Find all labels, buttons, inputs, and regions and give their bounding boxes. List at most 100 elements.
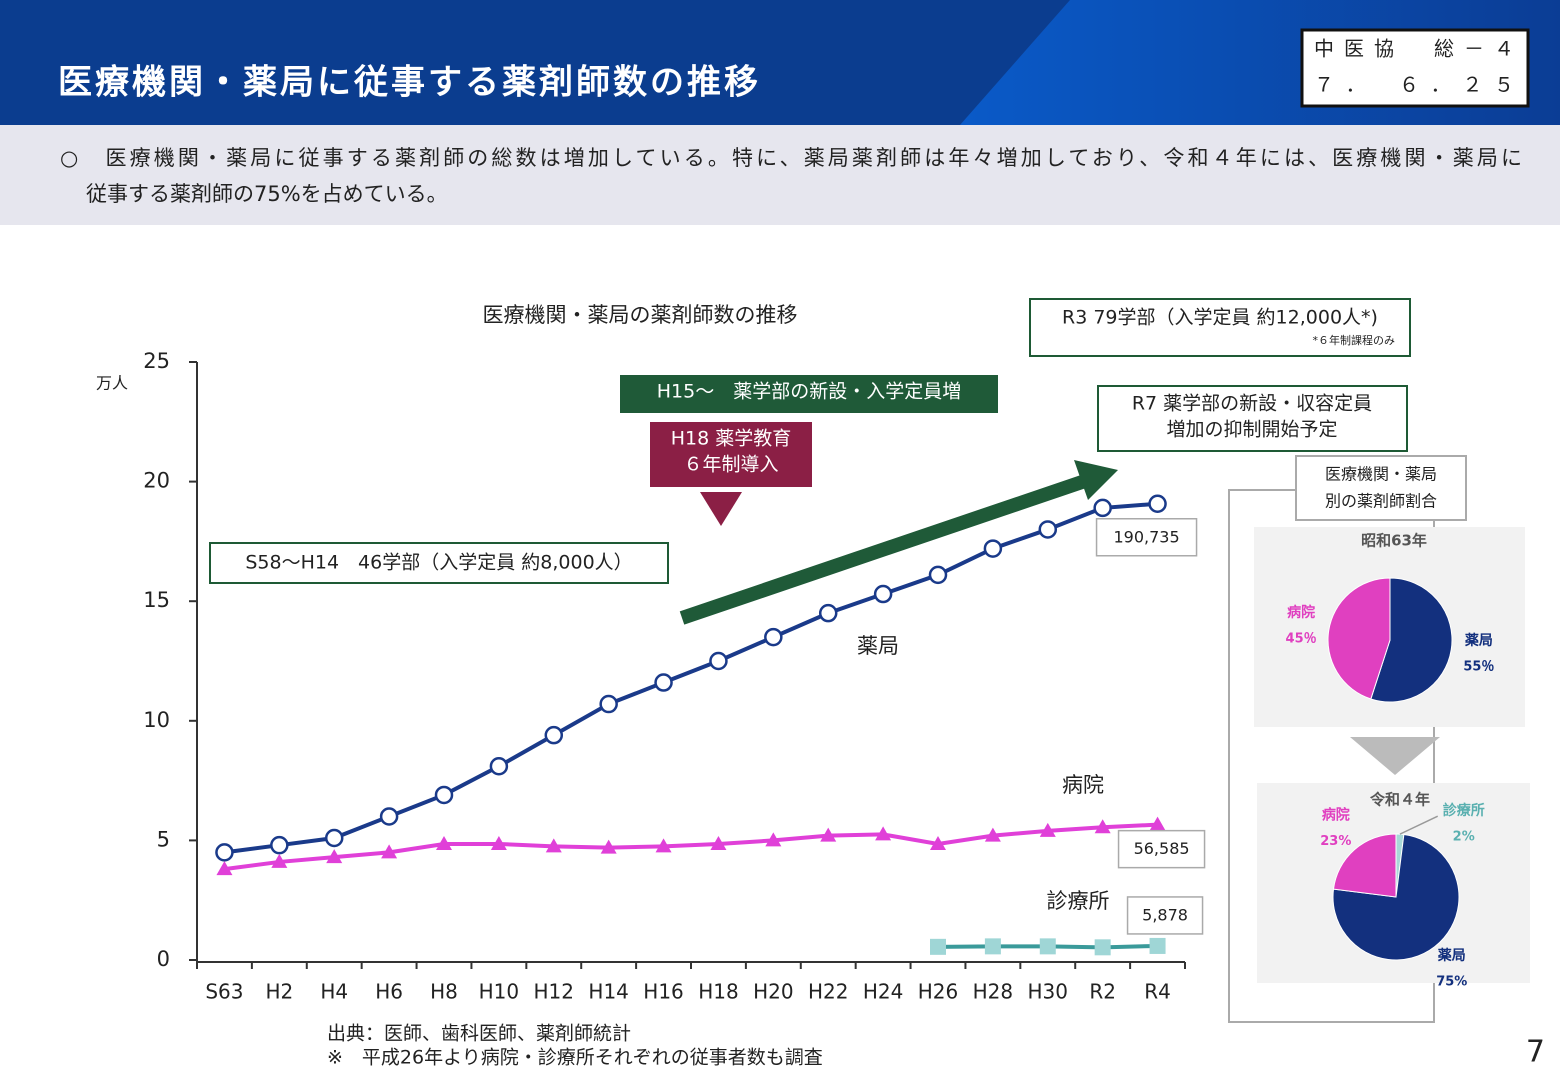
value-label: 5,878 <box>1142 905 1188 924</box>
pie-title: 昭和63年 <box>1361 532 1427 550</box>
marker <box>1039 822 1056 837</box>
down-arrow <box>1350 737 1440 775</box>
marker <box>489 756 509 776</box>
pie-panel-title-box <box>1295 455 1467 521</box>
y-tick-label: 0 <box>157 947 170 971</box>
marker <box>984 938 1001 955</box>
marker <box>764 627 783 647</box>
source: 出典：医師、歯科医師、薬剤師統計 <box>327 1023 631 1045</box>
x-tick-label: H4 <box>320 980 348 1004</box>
annotation: 増加の抑制開始予定 <box>1166 419 1337 441</box>
annotation-note: *６年制課程のみ <box>1313 333 1396 347</box>
x-tick-label: H26 <box>918 980 959 1004</box>
y-tick-label: 20 <box>143 469 170 493</box>
pie-title: 令和４年 <box>1370 791 1430 809</box>
marker <box>983 539 1003 558</box>
marker <box>490 835 507 850</box>
x-tick-label: R2 <box>1089 980 1116 1004</box>
note: ※ 平成26年より病院・診療所それぞれの従事者数も調査 <box>327 1047 823 1069</box>
value-label-box <box>1117 829 1206 869</box>
annotation: S58～H14 46学部（入学定員 約8,000人） <box>245 552 632 574</box>
value-label: 190,735 <box>1113 527 1179 546</box>
marker <box>928 565 948 585</box>
summary-band <box>0 125 1560 225</box>
pie-label: 病院 <box>1287 604 1315 621</box>
pie-value-label: 23% <box>1320 834 1351 849</box>
value-label-box <box>1095 518 1198 557</box>
x-tick-label: H12 <box>534 980 575 1004</box>
summary-text: 従事する薬剤師の75%を占めている。 <box>86 182 448 206</box>
marker <box>654 673 673 692</box>
pie-value-label: 45％ <box>1286 631 1317 646</box>
marker <box>1093 498 1112 518</box>
marker <box>765 832 782 847</box>
series-label: 病院 <box>1062 773 1104 797</box>
x-tick-label: H18 <box>698 980 739 1004</box>
marker <box>216 861 233 876</box>
value-label: 56,585 <box>1134 839 1190 858</box>
y-tick-label: 5 <box>157 827 170 851</box>
marker <box>930 835 946 850</box>
doc-code-box <box>1300 28 1530 108</box>
x-tick-label: H6 <box>375 980 403 1004</box>
x-tick-label: R4 <box>1144 980 1171 1004</box>
marker <box>1094 819 1111 834</box>
trend-arrow <box>679 474 1088 625</box>
annotation: ６年制導入 <box>683 454 778 476</box>
value-label-box <box>1126 896 1204 935</box>
marker <box>545 838 562 853</box>
marker <box>324 828 344 848</box>
marker <box>1038 520 1058 539</box>
y-tick-label: 25 <box>143 349 170 373</box>
chart-title: 医療機関・薬局の薬剤師数の推移 <box>483 303 798 327</box>
x-tick-label: H20 <box>753 980 794 1004</box>
marker <box>820 827 837 842</box>
annotation-box <box>650 422 812 487</box>
series-line <box>224 501 1158 855</box>
marker <box>1149 937 1166 954</box>
trend-arrowhead <box>1074 460 1118 500</box>
x-tick-label: S63 <box>205 980 243 1004</box>
marker <box>1039 938 1056 955</box>
annotation-pointer <box>700 492 742 526</box>
page-number: 7 <box>1526 1035 1545 1070</box>
x-tick-label: H8 <box>430 980 458 1004</box>
marker <box>1149 816 1166 831</box>
doc-code: ７． ６．２５ <box>1314 73 1514 97</box>
marker <box>326 849 343 864</box>
summary-text: ○ 医療機関・薬局に従事する薬剤師の総数は増加している。特に、薬局薬剤師は年々増… <box>60 146 1522 170</box>
x-tick-label: H14 <box>588 980 629 1004</box>
marker <box>873 584 893 604</box>
leader-line <box>1399 815 1439 835</box>
marker <box>710 835 727 850</box>
pie-value-label: 2% <box>1453 830 1475 845</box>
marker <box>709 651 728 671</box>
annotation-box <box>209 542 669 584</box>
pie-panel-title: 別の薬剤師割合 <box>1325 492 1437 511</box>
x-tick-label: H24 <box>863 980 904 1004</box>
marker <box>270 835 289 855</box>
series-line <box>224 822 1158 872</box>
annotation-box <box>1097 385 1408 452</box>
marker <box>984 827 1001 842</box>
pie-label: 薬局 <box>1465 632 1493 649</box>
y-tick-label: 10 <box>143 708 170 732</box>
pie-slice <box>1327 577 1391 700</box>
page-title: 医療機関・薬局に従事する薬剤師数の推移 <box>58 63 761 103</box>
x-tick-label: H22 <box>808 980 849 1004</box>
series-label: 薬局 <box>857 634 899 658</box>
marker <box>271 853 288 868</box>
x-tick-label: H16 <box>643 980 684 1004</box>
marker <box>436 835 452 850</box>
annotation: H15～ 薬学部の新設・入学定員増 <box>657 381 961 403</box>
marker <box>599 694 618 714</box>
marker <box>818 603 838 623</box>
marker <box>215 843 234 862</box>
annotation: R3 79学部（入学定員 約12,000人*) <box>1062 307 1378 329</box>
y-tick-label: 15 <box>143 588 170 612</box>
series-label: 診療所 <box>1047 889 1110 913</box>
marker <box>930 938 946 955</box>
pie-value-label: 55％ <box>1463 660 1494 675</box>
marker <box>379 807 399 826</box>
marker <box>655 838 672 853</box>
